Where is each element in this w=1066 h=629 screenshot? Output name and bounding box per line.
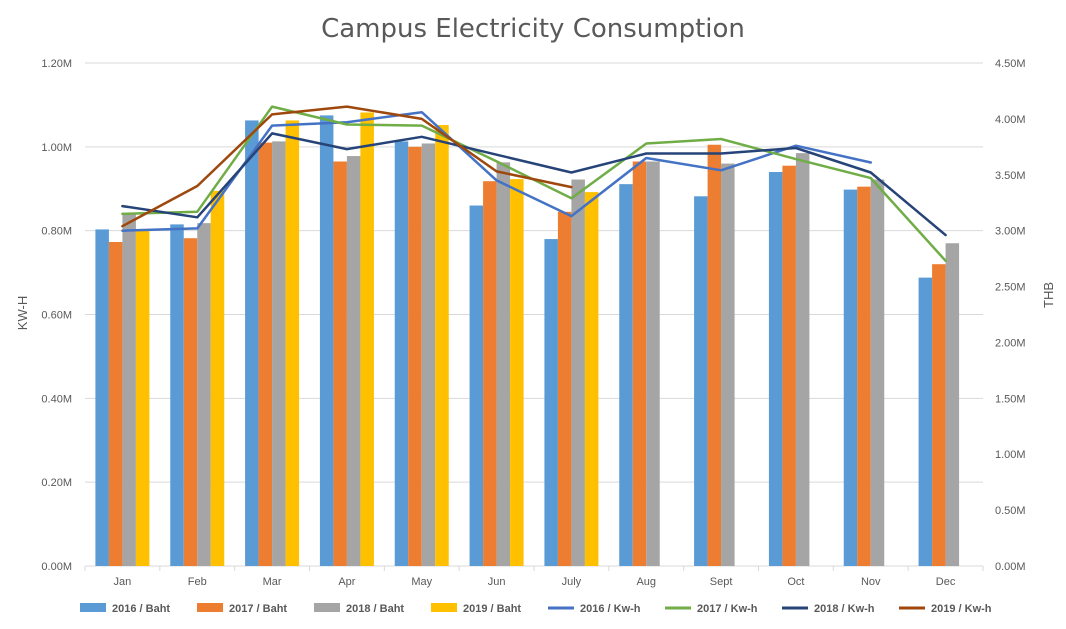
bar [421, 143, 436, 567]
y-tick-label: 1.20M [41, 58, 72, 70]
x-tick-label: Jan [114, 576, 132, 588]
y2-tick-label: 2.00M [995, 337, 1026, 349]
legend-label: 2019 / Baht [463, 603, 521, 615]
y2-tick-label: 0.00M [995, 561, 1026, 573]
x-axis-ticks: Jan Feb Mar Apr May Jun July Aug Sept Oct Nov Dec [114, 576, 956, 588]
bar [584, 192, 599, 566]
bar [210, 190, 225, 567]
legend-swatch [197, 603, 223, 612]
y-tick-label: 0.00M [41, 561, 72, 573]
y2-axis-title: THB [1041, 282, 1056, 308]
y-tick-label: 0.80M [41, 226, 72, 238]
y-axis-left-ticks: 0.00M 0.20M 0.40M 0.60M 0.80M 1.00M 1.20M [41, 58, 72, 573]
bar [408, 146, 422, 567]
bar [571, 179, 585, 567]
bar [843, 189, 858, 567]
bar [795, 153, 810, 566]
bar [197, 223, 211, 566]
y2-tick-label: 4.50M [995, 58, 1026, 70]
legend: 2016 / Baht 2017 / Baht 2018 / Baht 2019 / … [80, 603, 992, 615]
bar [346, 156, 361, 566]
bar [258, 142, 273, 566]
bar [557, 211, 572, 566]
bar [632, 161, 647, 567]
bar [619, 184, 633, 566]
x-tick-label: Nov [861, 576, 881, 588]
y-tick-label: 0.20M [41, 477, 72, 489]
legend-label: 2017 / Baht [229, 603, 287, 615]
y-tick-label: 0.60M [41, 310, 72, 322]
x-tick-label: Sept [710, 576, 733, 588]
bar [932, 264, 946, 566]
legend-label: 2018 / Kw-h [814, 603, 875, 615]
bar [918, 277, 933, 566]
bar [782, 165, 796, 566]
x-tick-label: Dec [936, 576, 956, 588]
bar [496, 162, 511, 566]
bar [544, 239, 558, 567]
bar [245, 120, 259, 566]
bar [721, 163, 735, 566]
bar [483, 181, 497, 566]
y2-tick-label: 4.00M [995, 114, 1026, 126]
bar [857, 186, 871, 566]
bar [435, 125, 449, 566]
x-tick-label: July [562, 576, 582, 588]
line-series-group [121, 105, 947, 263]
bar [870, 179, 885, 567]
bar [360, 112, 374, 566]
bar [768, 171, 783, 566]
series-line [121, 105, 573, 228]
x-tick-label: Feb [188, 576, 207, 588]
legend-label: 2017 / Kw-h [697, 603, 758, 615]
chart-title: Campus Electricity Consumption [321, 14, 745, 44]
y2-tick-label: 2.50M [995, 282, 1026, 294]
legend-swatch [431, 603, 457, 612]
bar [183, 238, 198, 566]
bar [95, 229, 109, 566]
legend-label: 2016 / Baht [112, 603, 170, 615]
y2-tick-label: 0.50M [995, 505, 1026, 517]
bar [272, 141, 286, 567]
x-tick-label: Oct [787, 576, 804, 588]
y-axis-right-ticks: 0.00M 0.50M 1.00M 1.50M 2.00M 2.50M 3.00M 3.50M… [995, 58, 1026, 573]
bar [510, 179, 524, 566]
y2-tick-label: 1.50M [995, 393, 1026, 405]
y-tick-label: 1.00M [41, 142, 72, 154]
y-axis-title: KW-H [15, 296, 30, 330]
bar [646, 161, 660, 567]
bar [707, 144, 722, 567]
y2-tick-label: 1.00M [995, 449, 1026, 461]
legend-label: 2019 / Kw-h [931, 603, 992, 615]
legend-label: 2016 / Kw-h [580, 603, 641, 615]
bar [469, 205, 484, 566]
bar [170, 224, 184, 567]
bar [694, 196, 708, 567]
series-line [121, 132, 947, 237]
bar [394, 141, 409, 567]
x-tick-label: Mar [263, 576, 282, 588]
legend-swatch [80, 603, 106, 612]
legend-swatch [314, 603, 340, 612]
bar [319, 115, 334, 566]
bar [333, 161, 347, 567]
x-tick-label: May [411, 576, 432, 588]
bar [285, 120, 300, 566]
bar [122, 212, 136, 566]
y2-tick-label: 3.50M [995, 170, 1026, 182]
gridlines [84, 62, 984, 571]
legend-label: 2018 / Baht [346, 603, 404, 615]
bar-series-group [95, 112, 960, 567]
x-tick-label: Apr [338, 576, 355, 588]
bar [135, 230, 150, 566]
bar [945, 243, 960, 566]
x-tick-label: Jun [488, 576, 506, 588]
bar [108, 241, 123, 566]
x-tick-label: Aug [636, 576, 656, 588]
y-tick-label: 0.40M [41, 393, 72, 405]
y2-tick-label: 3.00M [995, 226, 1026, 238]
